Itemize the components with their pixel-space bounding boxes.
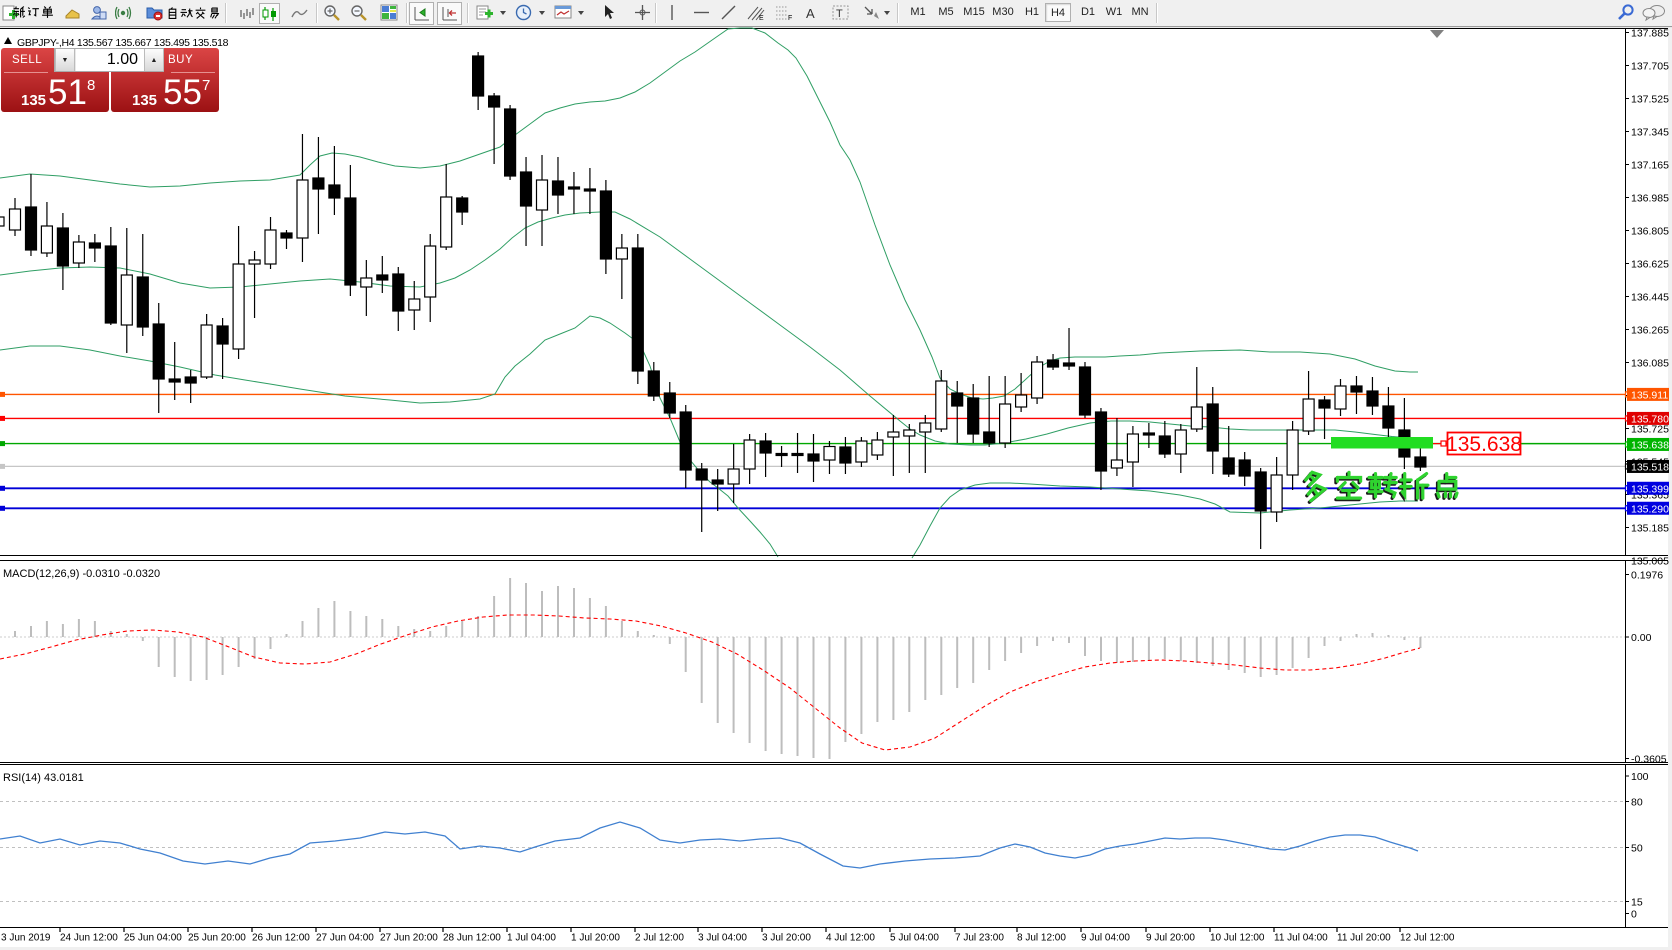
svg-text:137.525: 137.525 — [1631, 94, 1669, 106]
svg-text:136.265: 136.265 — [1631, 325, 1669, 337]
svg-text:137.345: 137.345 — [1631, 127, 1669, 139]
svg-text:2 Jul 12:00: 2 Jul 12:00 — [635, 933, 684, 944]
svg-text:1 Jul 04:00: 1 Jul 04:00 — [507, 933, 556, 944]
svg-text:0.1976: 0.1976 — [1631, 570, 1663, 582]
svg-text:-0.3605: -0.3605 — [1631, 754, 1667, 766]
svg-text:135.638: 135.638 — [1631, 440, 1669, 452]
svg-text:135.780: 135.780 — [1631, 414, 1669, 426]
svg-text:8 Jul 12:00: 8 Jul 12:00 — [1017, 933, 1066, 944]
svg-text:28 Jun 12:00: 28 Jun 12:00 — [443, 933, 501, 944]
svg-text:1 Jul 20:00: 1 Jul 20:00 — [571, 933, 620, 944]
svg-text:5 Jul 04:00: 5 Jul 04:00 — [890, 933, 939, 944]
svg-text:135.005: 135.005 — [1631, 556, 1669, 568]
svg-text:4 Jul 12:00: 4 Jul 12:00 — [826, 933, 875, 944]
svg-text:F: F — [788, 15, 792, 21]
svg-text:80: 80 — [1631, 797, 1643, 809]
svg-text:3 Jun 2019: 3 Jun 2019 — [1, 933, 51, 944]
svg-text:135.290: 135.290 — [1631, 503, 1669, 515]
svg-text:136.445: 136.445 — [1631, 292, 1669, 304]
svg-text:136.085: 136.085 — [1631, 358, 1669, 370]
svg-text:GBPJPY-,H4 135.567 135.667 13: GBPJPY-,H4 135.567 135.667 135.495 135.5… — [17, 37, 229, 49]
svg-text:15: 15 — [1631, 897, 1643, 909]
svg-text:136.625: 136.625 — [1631, 259, 1669, 271]
svg-text:12 Jul 12:00: 12 Jul 12:00 — [1400, 933, 1455, 944]
svg-text:137.885: 137.885 — [1631, 28, 1669, 40]
svg-text:3 Jul 04:00: 3 Jul 04:00 — [698, 933, 747, 944]
svg-text:135.518: 135.518 — [1631, 462, 1669, 474]
svg-text:25 Jun 04:00: 25 Jun 04:00 — [124, 933, 182, 944]
svg-text:50: 50 — [1631, 843, 1643, 855]
svg-text:135.185: 135.185 — [1631, 523, 1669, 535]
svg-text:27 Jun 04:00: 27 Jun 04:00 — [316, 933, 374, 944]
svg-text:11 Jul 20:00: 11 Jul 20:00 — [1337, 933, 1391, 944]
svg-text:26 Jun 12:00: 26 Jun 12:00 — [252, 933, 310, 944]
svg-text:T: T — [836, 8, 843, 20]
svg-text:136.985: 136.985 — [1631, 193, 1669, 205]
svg-text:137.165: 137.165 — [1631, 160, 1669, 172]
svg-text:9 Jul 04:00: 9 Jul 04:00 — [1081, 933, 1130, 944]
svg-text:MACD(12,26,9) -0.0310 -0.0320: MACD(12,26,9) -0.0310 -0.0320 — [3, 568, 160, 580]
svg-text:7 Jul 23:00: 7 Jul 23:00 — [955, 933, 1004, 944]
svg-text:135.911: 135.911 — [1631, 390, 1668, 402]
svg-text:RSI(14) 43.0181: RSI(14) 43.0181 — [3, 772, 84, 784]
svg-text:3 Jul 20:00: 3 Jul 20:00 — [762, 933, 811, 944]
svg-text:137.705: 137.705 — [1631, 61, 1669, 73]
svg-text:11 Jul 04:00: 11 Jul 04:00 — [1274, 933, 1328, 944]
svg-text:0.00: 0.00 — [1631, 632, 1652, 644]
svg-text:E: E — [759, 15, 764, 21]
svg-text:135.725: 135.725 — [1631, 424, 1669, 436]
svg-text:135.638: 135.638 — [1446, 433, 1522, 456]
svg-text:10 Jul 12:00: 10 Jul 12:00 — [1210, 933, 1265, 944]
svg-text:136.805: 136.805 — [1631, 226, 1669, 238]
svg-text:A: A — [806, 6, 815, 21]
svg-text:25 Jun 20:00: 25 Jun 20:00 — [188, 933, 246, 944]
svg-text:0: 0 — [1631, 909, 1637, 921]
svg-text:9 Jul 20:00: 9 Jul 20:00 — [1146, 933, 1195, 944]
svg-text:27 Jun 20:00: 27 Jun 20:00 — [380, 933, 438, 944]
svg-text:135.399: 135.399 — [1631, 483, 1669, 495]
svg-text:24 Jun 12:00: 24 Jun 12:00 — [60, 933, 118, 944]
svg-text:100: 100 — [1631, 771, 1649, 783]
